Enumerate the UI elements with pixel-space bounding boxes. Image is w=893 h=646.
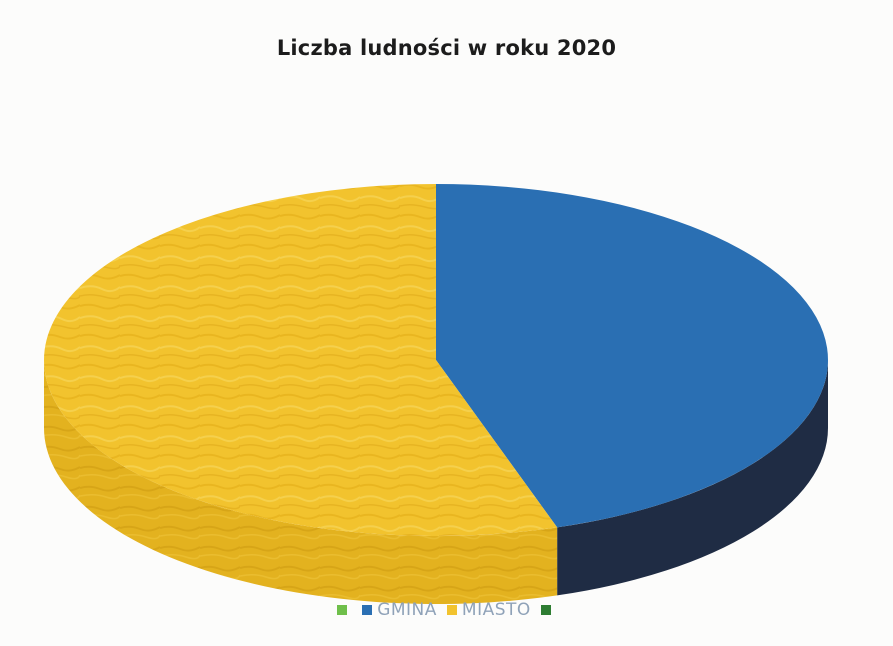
legend-item [337, 605, 352, 615]
slice-side-gmina [557, 360, 828, 596]
legend: GMINA MIASTO [0, 600, 893, 620]
slice-gmina [436, 184, 828, 528]
slice-miasto [43, 184, 558, 536]
legend-swatch [446, 605, 457, 615]
slice-side-miasto [44, 360, 558, 604]
legend-swatch [362, 605, 373, 615]
legend-label: GMINA [377, 600, 437, 620]
legend-item [540, 605, 556, 615]
legend-swatch [337, 605, 348, 615]
legend-item: GMINA [362, 600, 437, 620]
legend-label: MIASTO [461, 600, 531, 620]
legend-swatch [540, 605, 551, 615]
legend-item: MIASTO [446, 600, 531, 620]
chart-title: Liczba ludności w roku 2020 [276, 36, 617, 60]
